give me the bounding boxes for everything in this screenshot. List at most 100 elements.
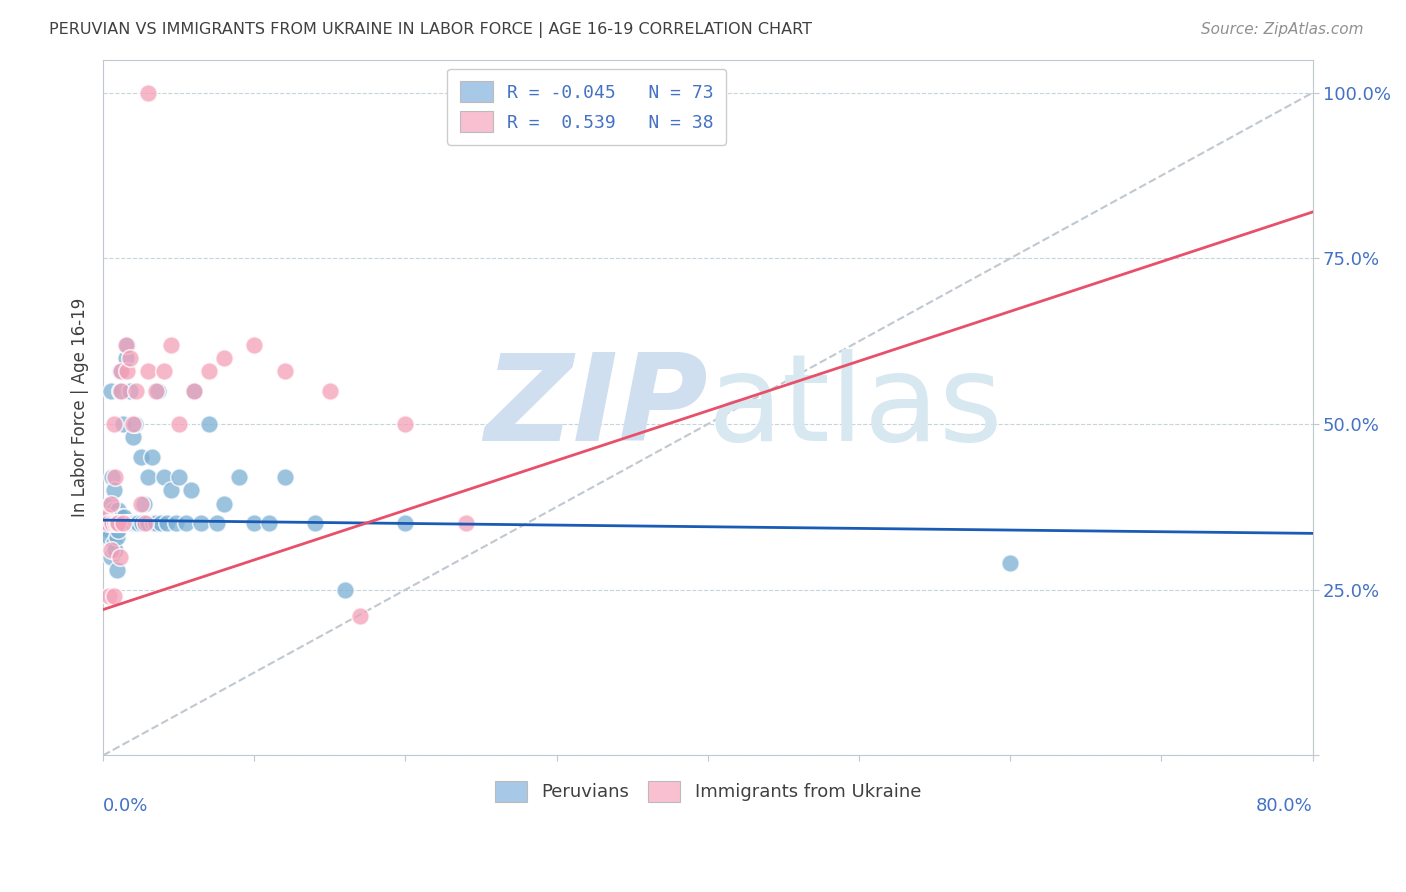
Point bbox=[103, 483, 125, 498]
Point bbox=[105, 563, 128, 577]
Point bbox=[110, 364, 132, 378]
Point bbox=[100, 497, 122, 511]
Point bbox=[108, 384, 131, 398]
Point bbox=[1000, 556, 1022, 570]
Point bbox=[94, 509, 117, 524]
Point bbox=[156, 516, 179, 531]
Point bbox=[110, 509, 132, 524]
Point bbox=[198, 417, 221, 431]
Point bbox=[103, 503, 125, 517]
Point bbox=[98, 509, 121, 524]
Point bbox=[122, 430, 145, 444]
Text: atlas: atlas bbox=[707, 349, 1004, 466]
Point bbox=[107, 523, 129, 537]
Point bbox=[105, 516, 128, 531]
Point bbox=[98, 590, 121, 604]
Point bbox=[167, 470, 190, 484]
Point bbox=[100, 497, 122, 511]
Point bbox=[98, 530, 121, 544]
Point bbox=[104, 516, 127, 531]
Point bbox=[121, 516, 143, 531]
Point bbox=[132, 497, 155, 511]
Point bbox=[117, 337, 139, 351]
Point bbox=[138, 364, 160, 378]
Point bbox=[160, 483, 183, 498]
Point bbox=[125, 516, 148, 531]
Point bbox=[165, 516, 187, 531]
Point bbox=[103, 536, 125, 550]
Point bbox=[104, 509, 127, 524]
Point bbox=[394, 516, 416, 531]
Point bbox=[394, 417, 416, 431]
Text: PERUVIAN VS IMMIGRANTS FROM UKRAINE IN LABOR FORCE | AGE 16-19 CORRELATION CHART: PERUVIAN VS IMMIGRANTS FROM UKRAINE IN L… bbox=[49, 22, 813, 38]
Point bbox=[138, 86, 160, 100]
Point bbox=[117, 364, 139, 378]
Point bbox=[228, 470, 250, 484]
Point bbox=[107, 516, 129, 531]
Point bbox=[183, 384, 205, 398]
Point bbox=[138, 516, 160, 531]
Point bbox=[111, 516, 134, 531]
Point bbox=[212, 351, 235, 365]
Point bbox=[333, 582, 356, 597]
Point bbox=[190, 516, 212, 531]
Point bbox=[259, 516, 281, 531]
Point bbox=[107, 503, 129, 517]
Point bbox=[243, 337, 266, 351]
Point bbox=[101, 516, 124, 531]
Point bbox=[174, 516, 197, 531]
Point bbox=[114, 351, 136, 365]
Point bbox=[149, 516, 172, 531]
Point bbox=[110, 384, 132, 398]
Point bbox=[127, 516, 149, 531]
Point bbox=[142, 516, 165, 531]
Point bbox=[183, 384, 205, 398]
Point bbox=[304, 516, 326, 531]
Point bbox=[105, 530, 128, 544]
Point bbox=[112, 509, 135, 524]
Point bbox=[114, 337, 136, 351]
Point bbox=[454, 516, 477, 531]
Text: 80.0%: 80.0% bbox=[1256, 797, 1313, 815]
Point bbox=[118, 516, 141, 531]
Point bbox=[180, 483, 202, 498]
Point bbox=[100, 543, 122, 558]
Point bbox=[105, 516, 128, 531]
Point bbox=[117, 516, 139, 531]
Point bbox=[94, 516, 117, 531]
Point bbox=[120, 516, 142, 531]
Point bbox=[120, 384, 142, 398]
Point bbox=[104, 516, 127, 531]
Point bbox=[152, 364, 174, 378]
Point bbox=[129, 450, 152, 465]
Point bbox=[145, 384, 167, 398]
Point bbox=[114, 516, 136, 531]
Point bbox=[100, 549, 122, 564]
Point bbox=[273, 470, 295, 484]
Point bbox=[212, 497, 235, 511]
Point bbox=[131, 516, 153, 531]
Point bbox=[145, 516, 167, 531]
Point bbox=[349, 609, 371, 624]
Point bbox=[101, 470, 124, 484]
Text: ZIP: ZIP bbox=[484, 349, 707, 466]
Point bbox=[138, 470, 160, 484]
Point bbox=[122, 417, 145, 431]
Point bbox=[103, 590, 125, 604]
Point bbox=[104, 543, 127, 558]
Point bbox=[319, 384, 342, 398]
Point bbox=[167, 417, 190, 431]
Point bbox=[273, 364, 295, 378]
Point bbox=[103, 417, 125, 431]
Point bbox=[97, 523, 120, 537]
Point bbox=[160, 337, 183, 351]
Point bbox=[129, 497, 152, 511]
Point bbox=[111, 417, 134, 431]
Point bbox=[107, 516, 129, 531]
Point bbox=[110, 516, 132, 531]
Point bbox=[205, 516, 228, 531]
Text: Source: ZipAtlas.com: Source: ZipAtlas.com bbox=[1201, 22, 1364, 37]
Legend: Peruvians, Immigrants from Ukraine: Peruvians, Immigrants from Ukraine bbox=[488, 773, 928, 809]
Point bbox=[122, 516, 145, 531]
Point bbox=[152, 470, 174, 484]
